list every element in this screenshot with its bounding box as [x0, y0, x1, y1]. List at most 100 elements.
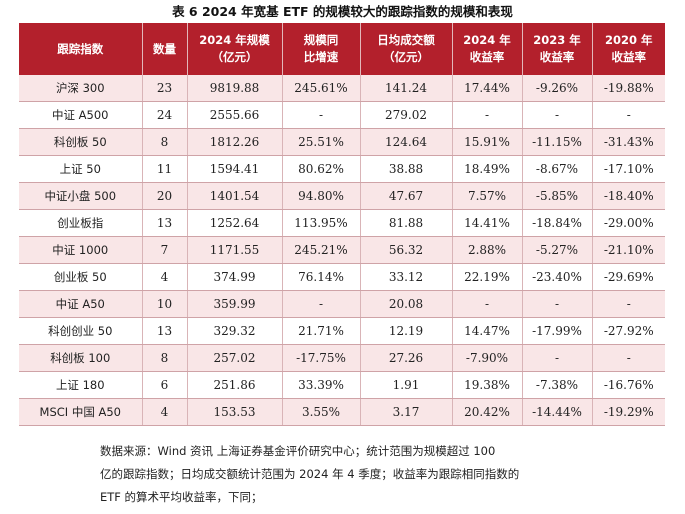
table-cell-return-2020: -21.10% — [592, 236, 665, 264]
table-cell-daily-turnover: 47.67 — [360, 182, 453, 210]
table-row: 中证 A50 10 359.99-20.08- - - — [19, 290, 665, 318]
table-header-row: 跟踪指数 数量 2024 年规模 （亿元） 规模同 比增速 日均成交额 （亿元） 2024 年收… — [19, 23, 665, 75]
table-cell-daily-turnover: 33.12 — [360, 263, 453, 291]
table-row: 科创板 100 8 257.02 -17.75% 27.26 -7.90% - - — [19, 344, 665, 372]
column-header-line: 2020 年 — [604, 33, 653, 47]
table-cell-return-2024: 2.88% — [452, 236, 523, 264]
table-cell-scale-growth: 33.39% — [282, 371, 361, 399]
table-cell-tracking-index: 上证 180 — [19, 371, 143, 399]
column-header-line: （亿元） — [211, 50, 258, 64]
table-cell-scale-growth: 94.80% — [282, 182, 361, 210]
table-row: 科创板 50 8 1812.26 25.51% 124.64 15.91% -11.15% -… — [19, 128, 665, 156]
table-cell-return-2023: -7.38% — [522, 371, 593, 399]
table-cell-tracking-index: 中证 A50 — [19, 290, 143, 318]
table-cell-count: 7 — [142, 236, 188, 264]
footnote: 数据来源：Wind 资讯 上海证券基金评价研究中心；统计范围为规模超过 100 … — [100, 444, 520, 504]
table-cell-return-2024: 7.57% — [452, 182, 523, 210]
table-cell-return-2024: 14.41% — [452, 209, 523, 237]
table-cell-scale-2024: 2555.66 — [187, 101, 283, 129]
table-cell-tracking-index: 中证 1000 — [19, 236, 143, 264]
table-row: 上证 50 11 1594.41 80.62% 38.88 18.49% -8.67% -17… — [19, 155, 665, 183]
table-cell-return-2020: - — [592, 344, 665, 372]
table-cell-scale-2024: 374.99 — [187, 263, 283, 291]
table-cell-return-2020: - — [592, 290, 665, 318]
column-header-daily-turnover: 日均成交额 （亿元） — [360, 23, 453, 75]
table-cell-return-2020: -27.92% — [592, 317, 665, 345]
table-cell-daily-turnover: 3.17 — [360, 398, 453, 426]
table-cell-return-2024: 22.19% — [452, 263, 523, 291]
table-cell-return-2020: -29.00% — [592, 209, 665, 237]
table-cell-return-2020: -17.10% — [592, 155, 665, 183]
table-cell-daily-turnover: 141.24 — [360, 75, 453, 102]
table-row: 沪深 300 23 9819.88 245.61% 141.24 17.44% -9.26%… — [19, 75, 665, 102]
table-cell-return-2020: -19.29% — [592, 398, 665, 426]
table-body: 沪深 300 23 9819.88 245.61% 141.24 17.44% -9.26%… — [19, 75, 665, 426]
table-cell-daily-turnover: 279.02 — [360, 101, 453, 129]
table-cell-daily-turnover: 124.64 — [360, 128, 453, 156]
table-cell-return-2024: - — [452, 290, 523, 318]
table-cell-scale-growth: 21.71% — [282, 317, 361, 345]
table-row: 创业板 50 4 374.99 76.14% 33.12 22.19% -23.40% -29… — [19, 263, 665, 291]
column-header-line: （亿元） — [383, 50, 429, 64]
table-cell-return-2024: 17.44% — [452, 75, 523, 102]
table-row: 中证小盘 500 20 1401.54 94.80% 47.67 7.57% -5.85% -… — [19, 182, 665, 210]
table-cell-return-2023: -17.99% — [522, 317, 593, 345]
column-header-return-2020: 2020 年收益率 — [592, 23, 665, 75]
table-cell-count: 13 — [142, 317, 188, 345]
column-header-line: 收益率 — [469, 50, 505, 64]
table-cell-tracking-index: 科创板 50 — [19, 128, 143, 156]
table-cell-return-2024: 15.91% — [452, 128, 523, 156]
table-cell-return-2023: -14.44% — [522, 398, 593, 426]
column-header-line: 跟踪指数 — [57, 41, 104, 56]
table-cell-return-2023: -9.26% — [522, 75, 593, 102]
table-cell-scale-2024: 257.02 — [187, 344, 283, 372]
table-row: 上证 180 6 251.86 33.39% 1.91 19.38% -7.38% -16.7… — [19, 371, 665, 399]
table-cell-tracking-index: 科创板 100 — [19, 344, 143, 372]
table-cell-scale-growth: 3.55% — [282, 398, 361, 426]
table-cell-return-2024: 14.47% — [452, 317, 523, 345]
table-cell-scale-2024: 329.32 — [187, 317, 283, 345]
table-cell-return-2024: 19.38% — [452, 371, 523, 399]
table-cell-scale-2024: 1171.55 — [187, 236, 283, 264]
table-cell-return-2024: - — [452, 101, 523, 129]
column-header-line: 2023 年 — [533, 33, 581, 47]
table-cell-scale-2024: 9819.88 — [187, 75, 283, 102]
table-cell-scale-2024: 1594.41 — [187, 155, 283, 183]
table-cell-scale-2024: 1812.26 — [187, 128, 283, 156]
table-cell-count: 4 — [142, 398, 188, 426]
table-cell-tracking-index: 创业板指 — [19, 209, 143, 237]
table-cell-count: 13 — [142, 209, 188, 237]
table-cell-scale-growth: 245.21% — [282, 236, 361, 264]
table-cell-return-2020: -19.88% — [592, 75, 665, 102]
column-header-count: 数量 — [142, 23, 188, 75]
table-cell-daily-turnover: 38.88 — [360, 155, 453, 183]
table-cell-count: 4 — [142, 263, 188, 291]
table-cell-return-2023: -5.27% — [522, 236, 593, 264]
table-cell-tracking-index: 科创创业 50 — [19, 317, 143, 345]
table-cell-daily-turnover: 12.19 — [360, 317, 453, 345]
table-row: 中证 1000 7 1171.55 245.21% 56.32 2.88% -5.27% -2… — [19, 236, 665, 264]
table-cell-return-2020: -29.69% — [592, 263, 665, 291]
table-cell-return-2024: 18.49% — [452, 155, 523, 183]
table-row: 创业板指 13 1252.64 113.95% 81.88 14.41% -18.84% -2… — [19, 209, 665, 237]
table-cell-return-2023: -5.85% — [522, 182, 593, 210]
table-cell-count: 8 — [142, 128, 188, 156]
table-cell-tracking-index: 上证 50 — [19, 155, 143, 183]
column-header-line: 规模同 — [303, 33, 339, 47]
column-header-line: 收益率 — [611, 50, 647, 64]
table-row: MSCI 中国 A50 4 153.53 3.55% 3.17 20.42% -14.44%… — [19, 398, 665, 426]
table-cell-daily-turnover: 81.88 — [360, 209, 453, 237]
table-cell-scale-growth: 245.61% — [282, 75, 361, 102]
column-header-line: 2024 年规模 — [199, 33, 270, 47]
table-cell-tracking-index: 沪深 300 — [19, 75, 143, 102]
table-cell-return-2023: - — [522, 290, 593, 318]
table-cell-scale-2024: 359.99 — [187, 290, 283, 318]
table-cell-count: 23 — [142, 75, 188, 102]
table-cell-return-2023: - — [522, 344, 593, 372]
table-cell-scale-growth: 80.62% — [282, 155, 361, 183]
column-header-scale-growth: 规模同 比增速 — [282, 23, 361, 75]
table-cell-return-2023: -23.40% — [522, 263, 593, 291]
table-title: 表 6 2024 年宽基 ETF 的规模较大的跟踪指数的规模和表现 — [172, 4, 513, 19]
table-cell-count: 24 — [142, 101, 188, 129]
column-header-line: 数量 — [153, 41, 176, 56]
